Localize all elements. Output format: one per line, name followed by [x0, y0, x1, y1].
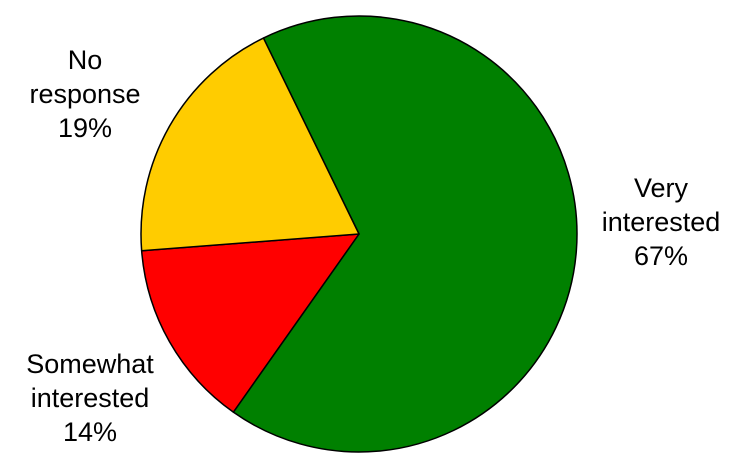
- label-no-response-line1: No: [67, 45, 103, 75]
- slice-no-response: [140, 37, 360, 252]
- label-no-response-line2: response: [29, 78, 141, 109]
- label-somewhat-interested-line1: Somewhat: [26, 349, 154, 379]
- slice-very-interested: [232, 15, 578, 453]
- label-very-interested-line2: interested: [601, 206, 721, 237]
- slice-somewhat-interested: [140, 233, 360, 413]
- label-somewhat-interested: Somewhat interested 14%: [0, 348, 180, 449]
- label-no-response-pct: 19%: [57, 112, 113, 143]
- label-very-interested-line1: Very: [633, 173, 689, 203]
- label-very-interested-pct: 67%: [633, 240, 689, 271]
- label-somewhat-interested-pct: 14%: [62, 416, 118, 447]
- label-no-response: No response 19%: [10, 44, 160, 145]
- label-somewhat-interested-line2: interested: [30, 382, 150, 413]
- label-very-interested: Very interested 67%: [586, 172, 736, 273]
